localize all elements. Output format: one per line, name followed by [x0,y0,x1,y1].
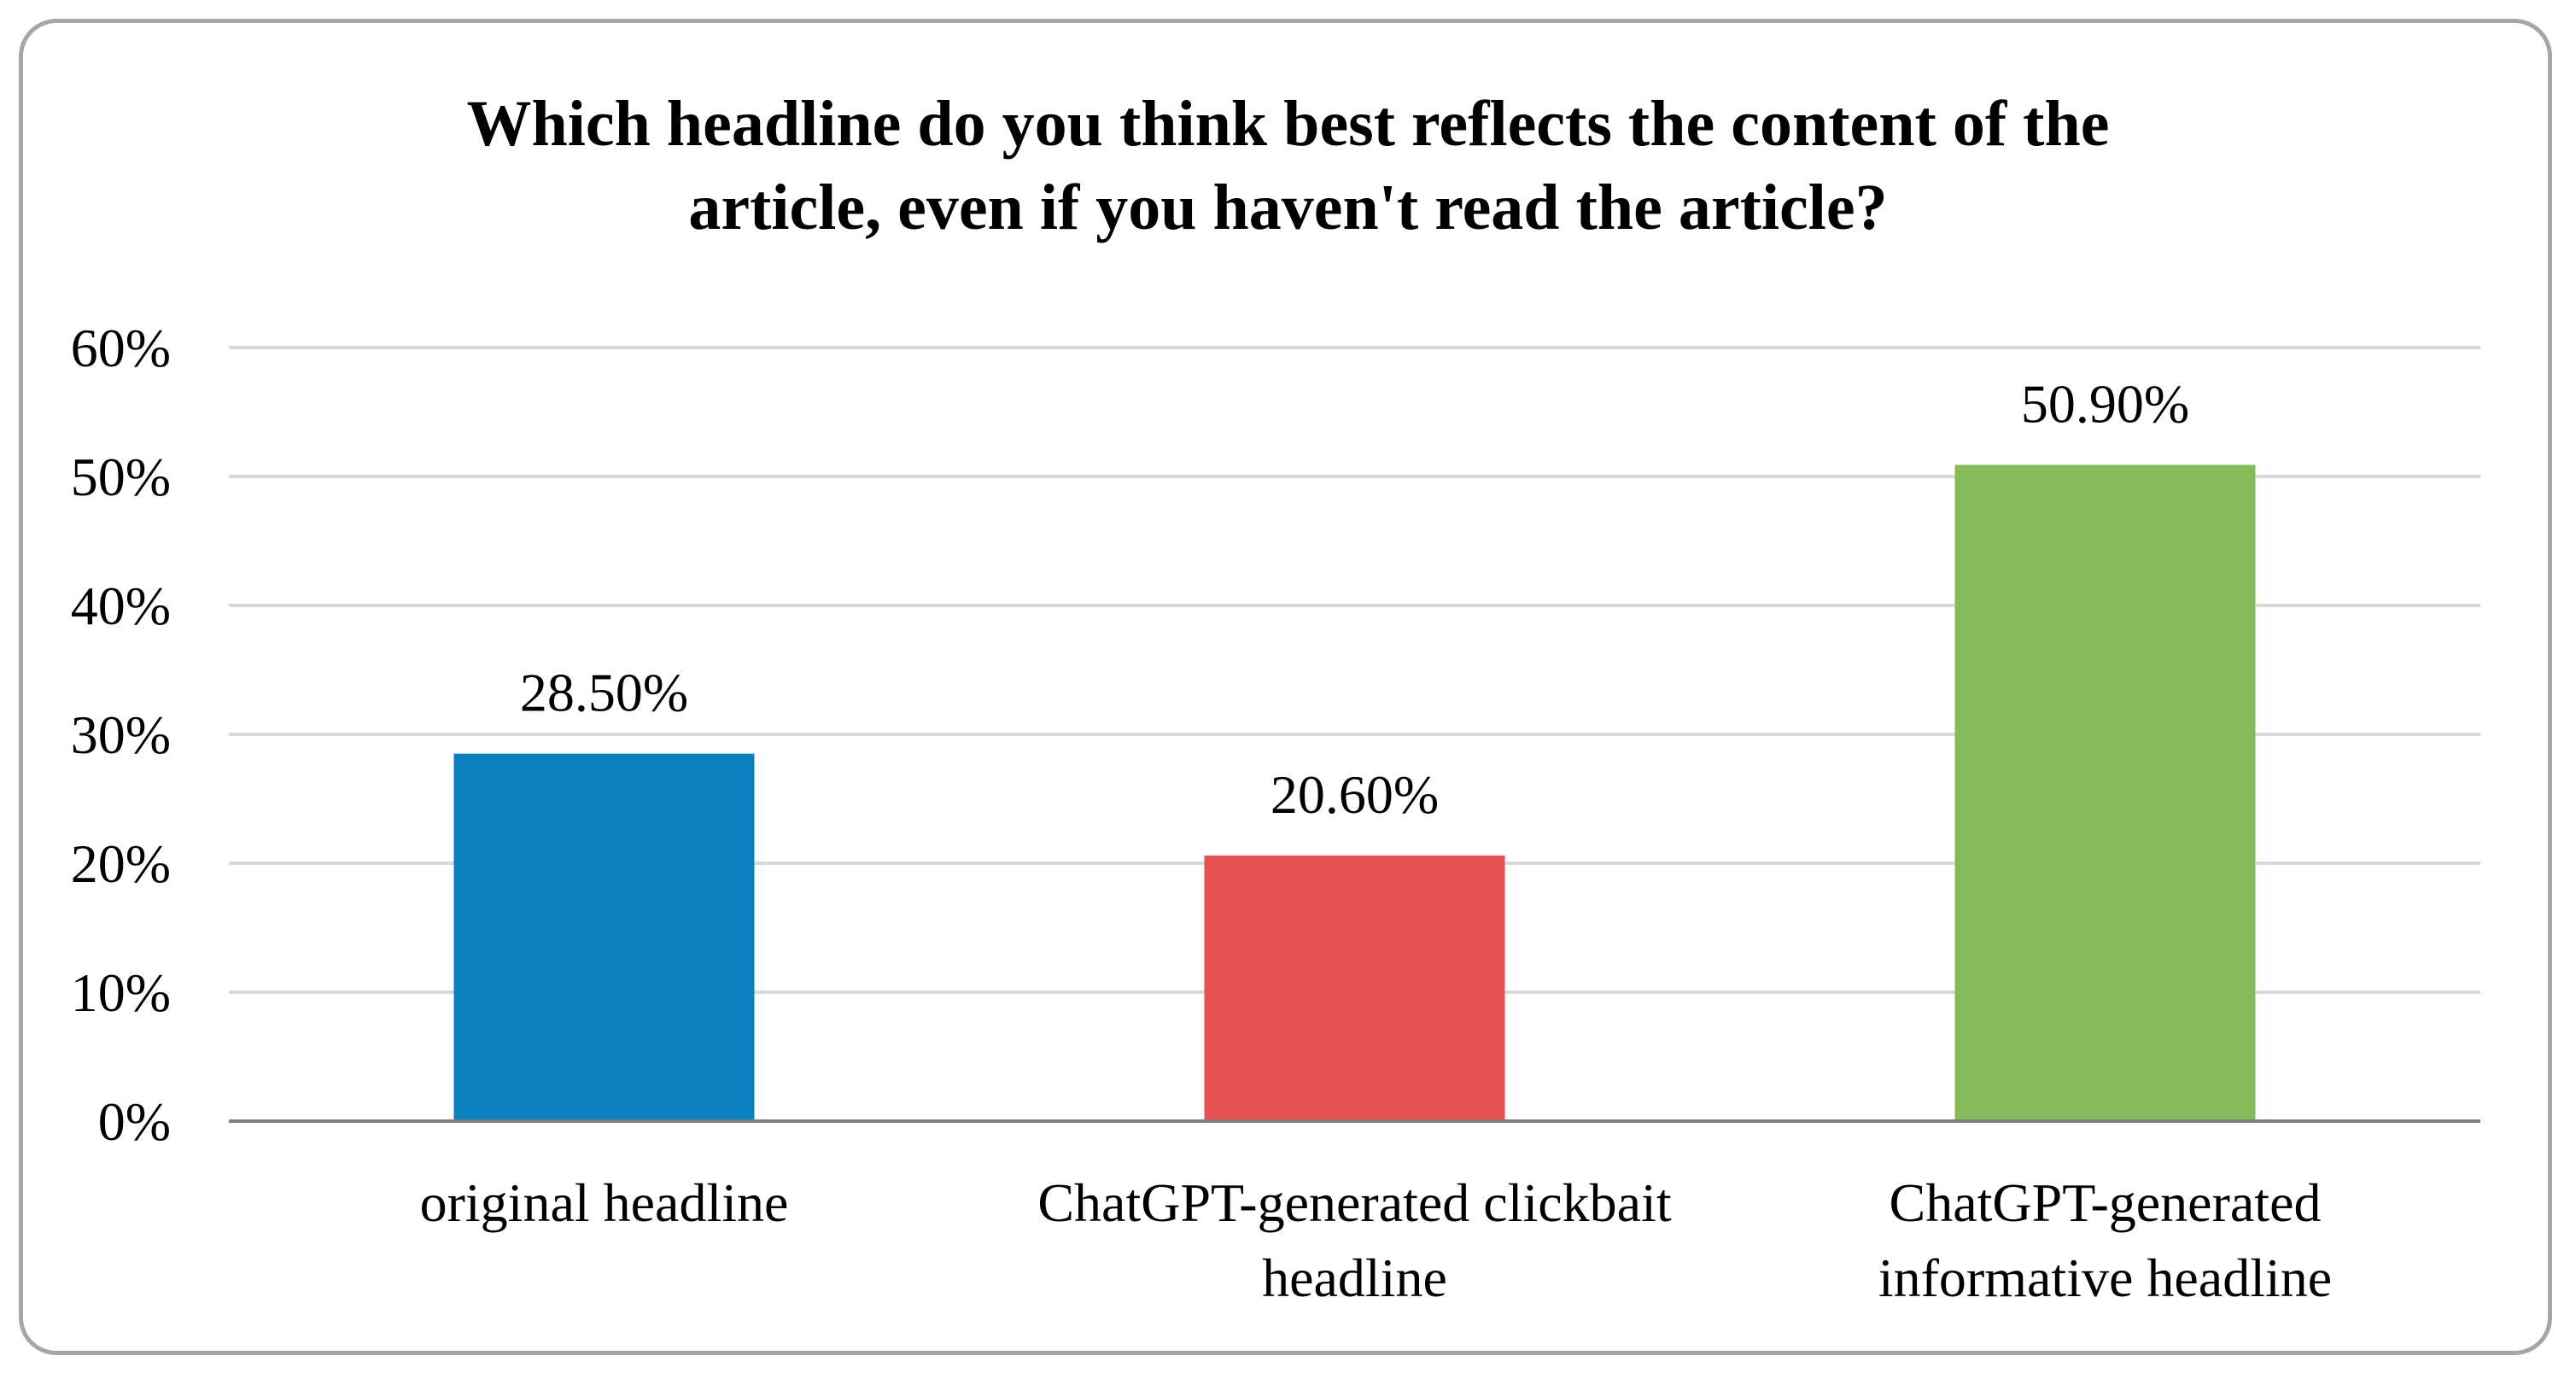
chart-title-line-2: article, even if you haven't read the ar… [688,172,1888,243]
y-tick-label: 40% [71,576,171,636]
bar [1954,465,2256,1121]
bar [453,753,755,1121]
bar [1204,855,1505,1121]
data-label: 50.90% [2021,373,2189,434]
y-tick-label: 30% [71,704,171,765]
data-label: 28.50% [520,663,688,723]
y-tick-label: 0% [98,1091,171,1152]
y-tick-label: 60% [71,318,171,378]
x-tick-label: ChatGPT-generated [1890,1172,2322,1233]
chart-title: Which headline do you think best reflect… [0,82,2576,249]
data-label: 20.60% [1270,764,1439,825]
x-tick-label: headline [1262,1248,1447,1308]
y-tick-label: 10% [71,962,171,1023]
x-tick-label: original headline [420,1172,789,1233]
x-tick-label: informative headline [1878,1248,2332,1308]
chart-title-line-1: Which headline do you think best reflect… [466,88,2110,160]
y-tick-label: 20% [71,833,171,894]
x-tick-label: ChatGPT-generated clickbait [1037,1172,1672,1233]
y-tick-label: 50% [71,447,171,507]
